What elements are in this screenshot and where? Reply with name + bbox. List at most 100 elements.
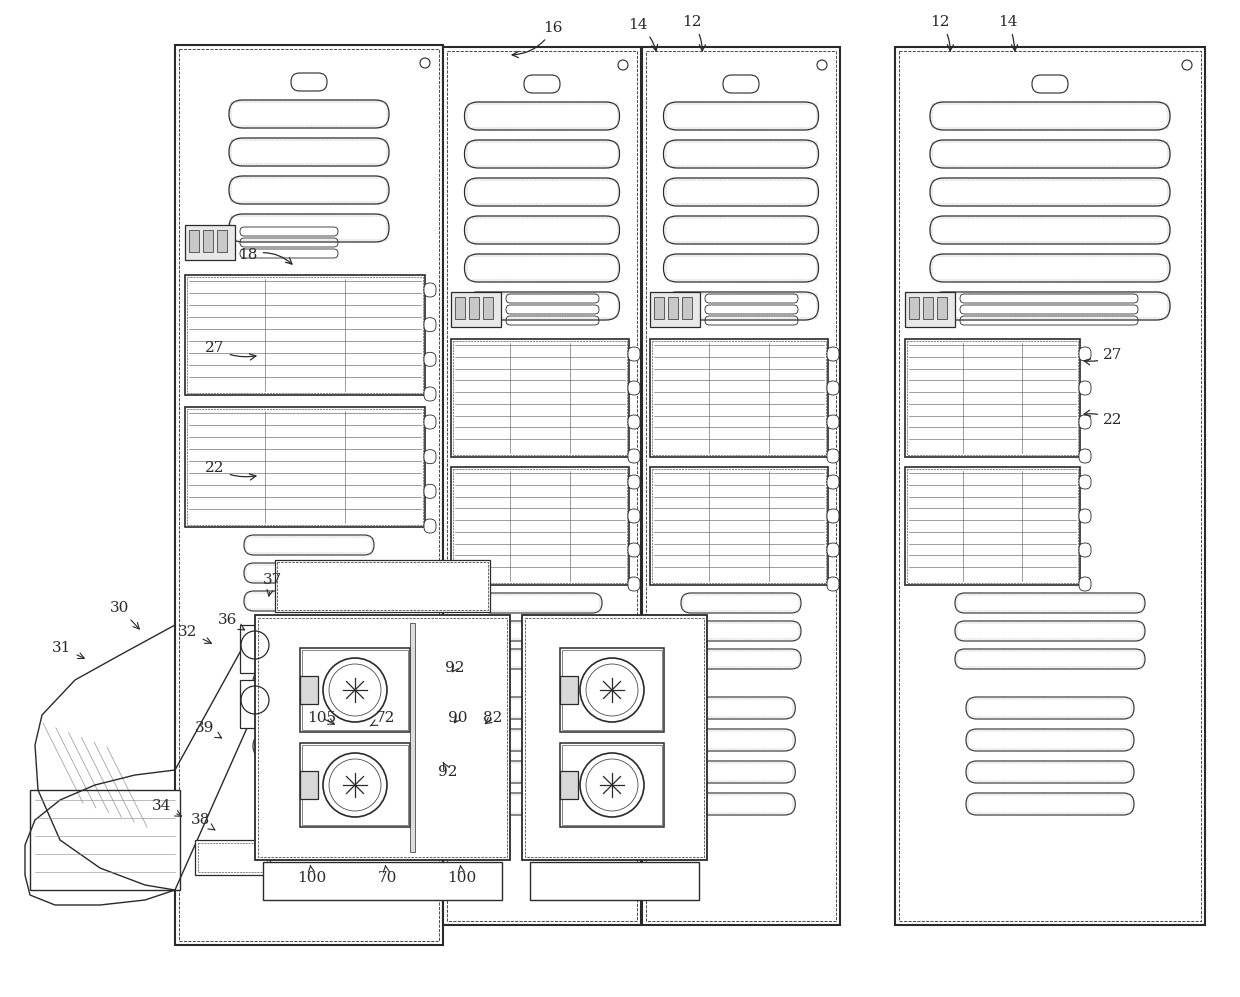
Text: 36: 36 <box>218 613 244 630</box>
Bar <box>932 256 1168 280</box>
Bar <box>175 45 443 945</box>
Bar <box>451 292 501 327</box>
FancyBboxPatch shape <box>627 449 640 463</box>
Bar <box>909 297 919 319</box>
Bar <box>255 705 363 723</box>
Bar <box>231 140 387 164</box>
Bar <box>484 623 600 639</box>
Bar <box>923 297 932 319</box>
FancyBboxPatch shape <box>1079 577 1091 591</box>
Text: 12: 12 <box>930 15 954 51</box>
FancyBboxPatch shape <box>627 381 640 395</box>
Bar <box>652 341 826 455</box>
Bar <box>957 595 1143 611</box>
FancyBboxPatch shape <box>424 352 436 366</box>
FancyBboxPatch shape <box>827 543 839 557</box>
Bar <box>484 595 600 611</box>
Bar <box>484 651 600 667</box>
Bar <box>683 595 799 611</box>
Bar <box>187 409 423 525</box>
Bar <box>246 537 372 553</box>
Bar <box>203 230 213 252</box>
Bar <box>653 297 663 319</box>
Text: 100: 100 <box>298 865 326 885</box>
Bar <box>666 256 816 280</box>
Text: 32: 32 <box>179 625 211 643</box>
Bar <box>529 862 699 900</box>
FancyBboxPatch shape <box>827 415 839 429</box>
Text: 92: 92 <box>445 661 465 675</box>
Bar <box>466 142 618 166</box>
FancyBboxPatch shape <box>827 475 839 489</box>
FancyBboxPatch shape <box>424 318 436 332</box>
Text: 82: 82 <box>484 711 502 725</box>
Bar <box>957 651 1143 667</box>
Bar <box>185 225 236 260</box>
Bar <box>560 676 578 704</box>
Bar <box>668 297 678 319</box>
Bar <box>562 650 662 730</box>
Bar <box>666 180 816 204</box>
Bar <box>466 218 618 242</box>
Text: 39: 39 <box>196 721 222 738</box>
Text: 38: 38 <box>191 813 215 830</box>
Bar <box>198 843 267 872</box>
Bar <box>466 294 618 318</box>
Bar <box>937 297 947 319</box>
FancyBboxPatch shape <box>627 577 640 591</box>
Text: 72: 72 <box>370 711 394 726</box>
Bar <box>217 230 227 252</box>
Bar <box>187 277 423 393</box>
Bar <box>562 745 662 825</box>
Text: 30: 30 <box>110 601 139 629</box>
FancyBboxPatch shape <box>827 509 839 523</box>
Bar <box>560 648 663 732</box>
FancyBboxPatch shape <box>424 415 436 429</box>
FancyBboxPatch shape <box>827 347 839 361</box>
Bar <box>255 615 510 860</box>
Bar <box>968 763 1132 781</box>
Bar <box>303 745 408 825</box>
Bar <box>642 47 839 925</box>
FancyBboxPatch shape <box>1079 415 1091 429</box>
Bar <box>688 795 794 813</box>
Bar <box>303 650 408 730</box>
Circle shape <box>618 60 627 70</box>
Bar <box>410 623 415 852</box>
FancyBboxPatch shape <box>1079 347 1091 361</box>
FancyBboxPatch shape <box>424 450 436 464</box>
FancyBboxPatch shape <box>424 485 436 498</box>
Bar <box>231 178 387 202</box>
Bar <box>451 467 629 585</box>
Bar <box>255 641 363 659</box>
Bar <box>906 469 1078 583</box>
FancyBboxPatch shape <box>1079 509 1091 523</box>
Bar <box>466 180 618 204</box>
Bar <box>688 731 794 749</box>
Circle shape <box>420 58 430 68</box>
Bar <box>560 743 663 827</box>
Bar <box>300 743 410 827</box>
Bar <box>241 625 270 673</box>
Bar <box>490 763 594 781</box>
Bar <box>231 216 387 240</box>
Bar <box>455 297 465 319</box>
Text: 27: 27 <box>206 341 255 360</box>
Circle shape <box>1182 60 1192 70</box>
Bar <box>275 560 490 612</box>
Bar <box>188 230 198 252</box>
Bar <box>490 731 594 749</box>
Bar <box>246 565 372 581</box>
Bar <box>258 618 507 857</box>
FancyBboxPatch shape <box>827 577 839 591</box>
Bar <box>179 49 439 941</box>
Bar <box>666 142 816 166</box>
Bar <box>255 673 363 691</box>
Bar <box>666 104 816 128</box>
Bar <box>666 294 816 318</box>
FancyBboxPatch shape <box>627 509 640 523</box>
Bar <box>451 339 629 457</box>
Bar <box>650 339 828 457</box>
Bar <box>688 763 794 781</box>
Bar <box>300 648 410 732</box>
